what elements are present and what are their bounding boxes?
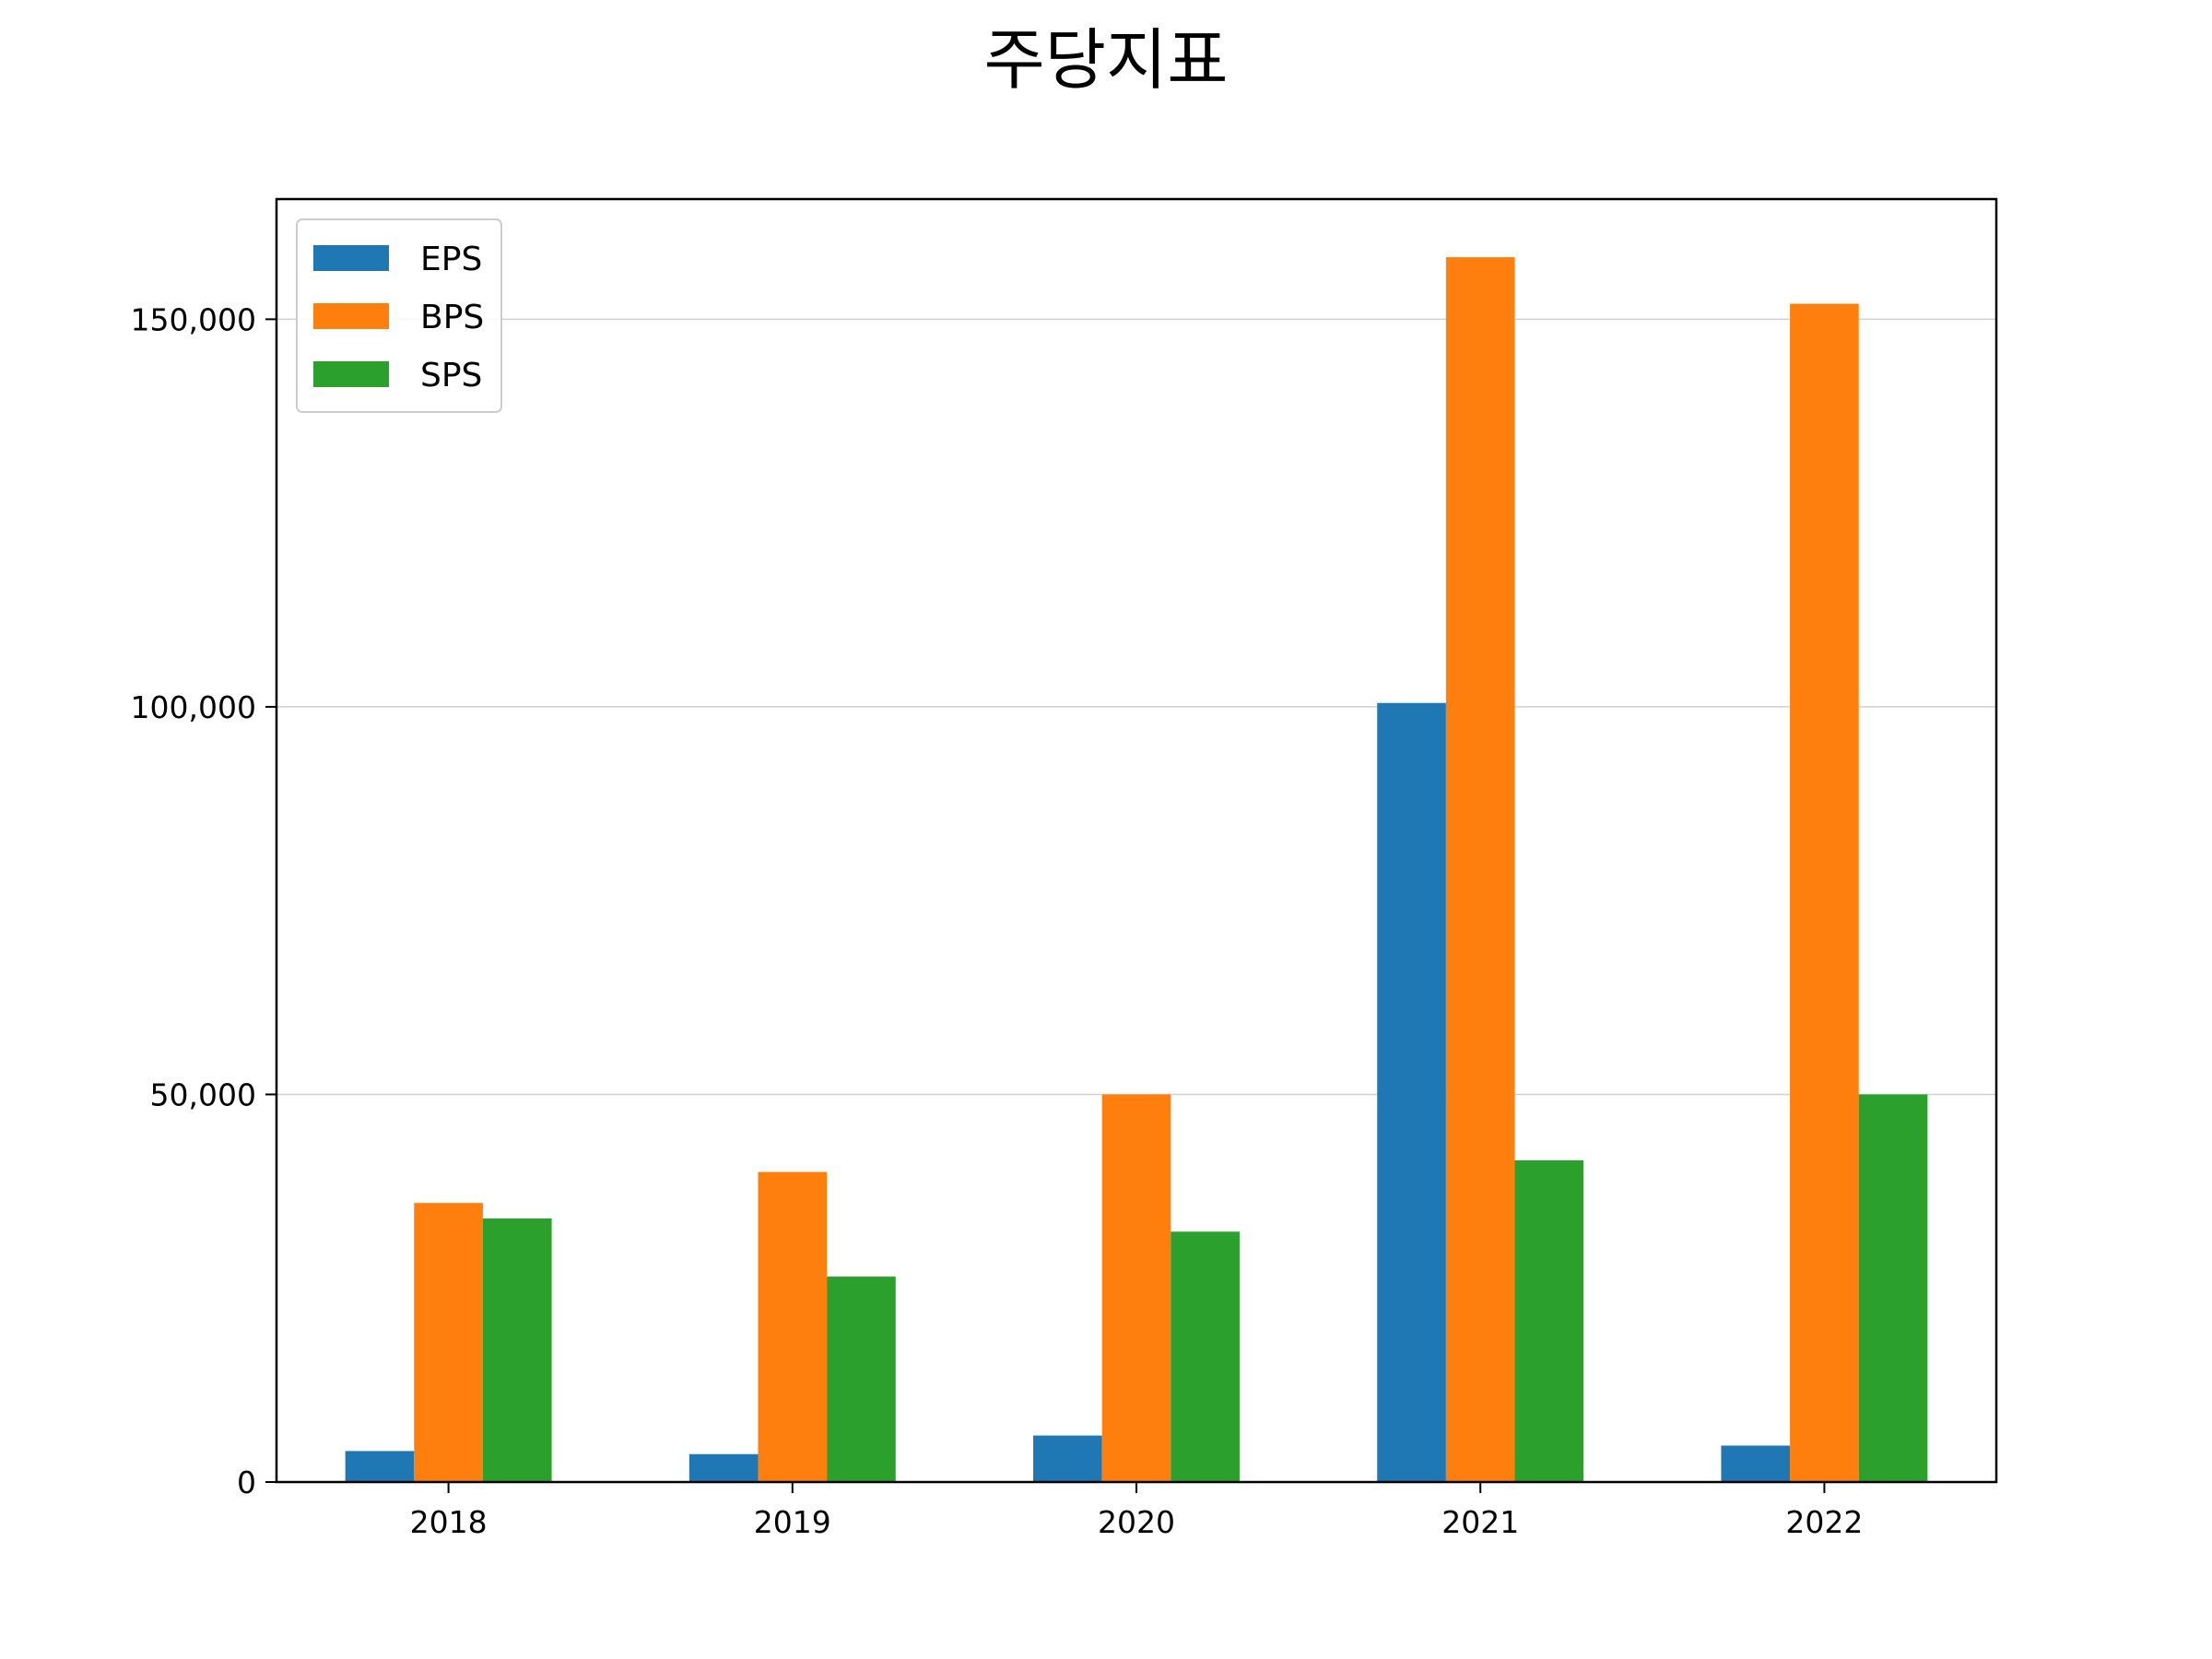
- bar-eps-2022: [1721, 1445, 1791, 1482]
- chart-title: 주당지표: [984, 21, 1229, 99]
- legend-label-bps: BPS: [420, 299, 484, 336]
- bar-bps-2020: [1101, 1094, 1171, 1482]
- bar-eps-2019: [688, 1453, 759, 1482]
- bar-bps-2021: [1445, 257, 1515, 1483]
- x-tick-label: 2018: [410, 1504, 488, 1540]
- bars: [345, 257, 1928, 1483]
- legend-swatch-eps: [313, 245, 389, 271]
- bar-sps-2019: [827, 1277, 896, 1482]
- y-tick-label: 50,000: [150, 1077, 256, 1112]
- bar-sps-2021: [1514, 1159, 1584, 1482]
- bar-sps-2022: [1858, 1094, 1928, 1482]
- legend-label-eps: EPS: [420, 241, 482, 278]
- axes: 0 50,000 100,000 150,000 2018 2019 2020 2021 202…: [131, 301, 1864, 1540]
- y-tick-label: 100,000: [131, 689, 256, 725]
- bar-bps-2022: [1790, 303, 1859, 1482]
- bar-eps-2018: [345, 1451, 415, 1482]
- bar-eps-2020: [1033, 1435, 1102, 1482]
- x-tick-label: 2019: [754, 1504, 831, 1540]
- y-tick-label: 150,000: [131, 301, 256, 337]
- bar-sps-2018: [482, 1218, 552, 1482]
- bar-sps-2020: [1171, 1231, 1240, 1482]
- bar-eps-2021: [1377, 702, 1446, 1482]
- legend-label-sps: SPS: [420, 357, 482, 394]
- x-tick-label: 2021: [1441, 1504, 1519, 1540]
- x-tick-label: 2020: [1098, 1504, 1175, 1540]
- legend-swatch-sps: [313, 361, 389, 387]
- bar-bps-2018: [414, 1203, 483, 1482]
- y-tick-label: 0: [237, 1465, 256, 1500]
- x-tick-label: 2022: [1785, 1504, 1863, 1540]
- legend-swatch-bps: [313, 303, 389, 329]
- legend: EPS BPS SPS: [296, 218, 502, 413]
- bar-bps-2019: [758, 1171, 828, 1482]
